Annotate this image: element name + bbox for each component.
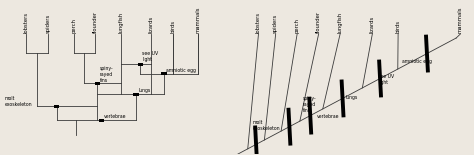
Bar [133, 93, 139, 96]
Text: spiders: spiders [46, 14, 50, 33]
Text: mammals: mammals [458, 7, 463, 33]
Bar [137, 62, 143, 66]
Text: mammals: mammals [196, 7, 201, 33]
Text: molt
exoskeleton: molt exoskeleton [253, 120, 281, 131]
Text: see UV
light: see UV light [378, 74, 394, 85]
Text: flounder: flounder [316, 11, 321, 33]
Text: lungs: lungs [346, 95, 358, 100]
Bar [54, 105, 59, 108]
Text: vertebrae: vertebrae [104, 114, 126, 120]
Text: see UV
light: see UV light [143, 51, 159, 62]
Text: amniotic egg: amniotic egg [166, 68, 196, 73]
Text: perch: perch [295, 18, 300, 33]
Bar [161, 72, 167, 75]
Text: lizards: lizards [370, 16, 375, 33]
Bar [95, 82, 100, 85]
Text: lobsters: lobsters [24, 12, 29, 33]
Text: flounder: flounder [93, 11, 98, 33]
Text: lungfish: lungfish [118, 12, 124, 33]
Text: vertebrae: vertebrae [317, 113, 339, 119]
Text: spiny-
rayed
fins: spiny- rayed fins [303, 96, 316, 113]
Text: lobsters: lobsters [256, 12, 261, 33]
Text: spiders: spiders [273, 14, 278, 33]
Text: birds: birds [396, 20, 401, 33]
Text: amniotic egg: amniotic egg [402, 60, 432, 64]
Text: lizards: lizards [148, 16, 154, 33]
Text: molt
exoskeleton: molt exoskeleton [5, 96, 33, 107]
Text: perch: perch [71, 18, 76, 33]
Text: lungs: lungs [138, 89, 150, 93]
Text: lungfish: lungfish [337, 12, 343, 33]
Text: birds: birds [170, 20, 175, 33]
Bar [99, 119, 104, 122]
Text: spiny-
rayed
fins: spiny- rayed fins [100, 66, 113, 82]
